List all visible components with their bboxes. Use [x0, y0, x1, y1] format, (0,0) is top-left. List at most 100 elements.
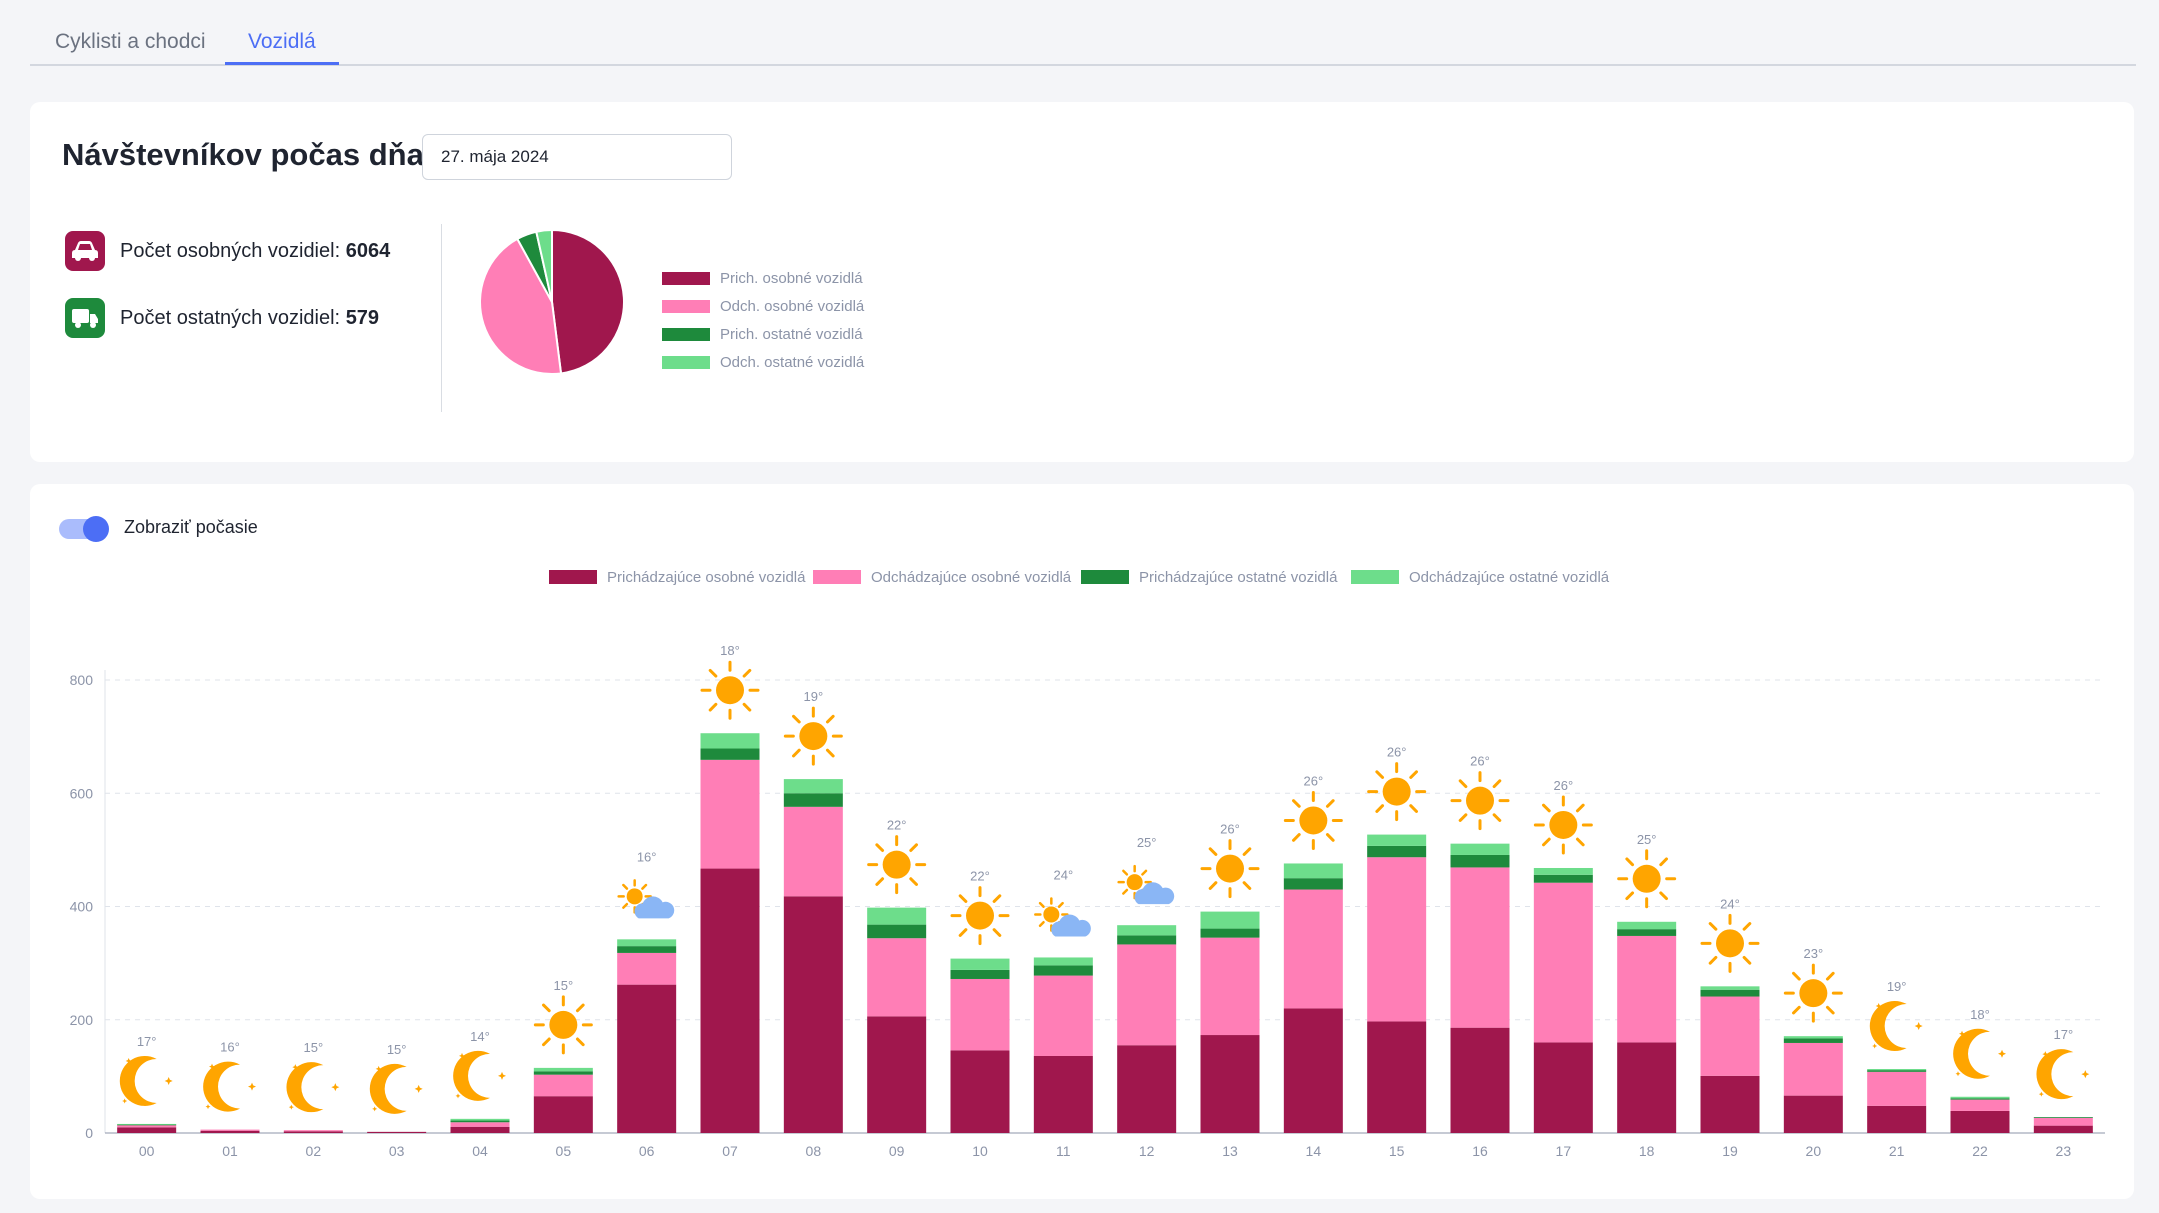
- bar-segment[interactable]: [1533, 882, 1593, 1043]
- bar-segment[interactable]: [1283, 878, 1343, 890]
- bar-segment[interactable]: [1950, 1098, 2010, 1100]
- bar-segment[interactable]: [1700, 1075, 1760, 1133]
- bar-segment[interactable]: [1617, 1042, 1677, 1133]
- bar-segment[interactable]: [1617, 921, 1677, 930]
- bar-segment[interactable]: [783, 806, 843, 897]
- bar-segment[interactable]: [533, 1074, 593, 1097]
- bar-segment[interactable]: [1033, 975, 1093, 1056]
- legend-swatch[interactable]: [1081, 570, 1129, 584]
- bar-segment[interactable]: [450, 1126, 510, 1133]
- bar-segment[interactable]: [1783, 1042, 1843, 1096]
- bar-segment[interactable]: [1617, 929, 1677, 936]
- bar-segment[interactable]: [1617, 935, 1677, 1043]
- bar-segment[interactable]: [1950, 1099, 2010, 1111]
- bar-segment[interactable]: [867, 938, 927, 1017]
- bar-segment[interactable]: [200, 1130, 260, 1133]
- toggle-knob[interactable]: [83, 516, 109, 542]
- bar-segment[interactable]: [1200, 937, 1260, 1036]
- bar-segment[interactable]: [1283, 863, 1343, 879]
- bar-segment[interactable]: [783, 779, 843, 794]
- bar-segment[interactable]: [283, 1131, 343, 1133]
- bar-segment[interactable]: [1367, 1021, 1427, 1133]
- bar-segment[interactable]: [700, 868, 760, 1133]
- bar-segment[interactable]: [1700, 996, 1760, 1076]
- pie-legend-item[interactable]: Odch. osobné vozidlá: [662, 292, 864, 320]
- bar-segment[interactable]: [1200, 911, 1260, 929]
- bar-segment[interactable]: [783, 793, 843, 807]
- bar-segment[interactable]: [1283, 1008, 1343, 1133]
- bar-segment[interactable]: [700, 748, 760, 760]
- legend-label[interactable]: Odchádzajúce ostatné vozidlá: [1409, 569, 1610, 586]
- bar-segment[interactable]: [783, 896, 843, 1133]
- bar-segment[interactable]: [1033, 965, 1093, 976]
- bar-segment[interactable]: [367, 1131, 427, 1133]
- bar-segment[interactable]: [1450, 843, 1510, 855]
- bar-segment[interactable]: [450, 1122, 510, 1127]
- bar-segment[interactable]: [1200, 1035, 1260, 1133]
- bar-segment[interactable]: [1117, 1045, 1177, 1133]
- date-input[interactable]: [422, 134, 732, 180]
- bar-segment[interactable]: [1367, 834, 1427, 846]
- bar-segment[interactable]: [1533, 874, 1593, 883]
- bar-segment[interactable]: [700, 759, 760, 869]
- bar-segment[interactable]: [867, 1016, 927, 1133]
- bar-segment[interactable]: [1867, 1105, 1927, 1133]
- bar-segment[interactable]: [617, 984, 677, 1133]
- bar-segment[interactable]: [533, 1071, 593, 1075]
- bar-segment[interactable]: [950, 958, 1010, 970]
- pie-slice[interactable]: [535, 228, 553, 303]
- bar-segment[interactable]: [450, 1118, 510, 1121]
- bar-segment[interactable]: [1867, 1070, 1927, 1072]
- bar-segment[interactable]: [2033, 1117, 2093, 1126]
- pie-legend-item[interactable]: Prich. ostatné vozidlá: [662, 320, 864, 348]
- pie-legend-item[interactable]: Prich. osobné vozidlá: [662, 264, 864, 292]
- pie-slice[interactable]: [551, 228, 625, 375]
- pie-slice[interactable]: [479, 237, 563, 375]
- legend-swatch[interactable]: [1351, 570, 1399, 584]
- legend-label[interactable]: Odchádzajúce osobné vozidlá: [871, 569, 1072, 586]
- bar-segment[interactable]: [1367, 857, 1427, 1022]
- bar-segment[interactable]: [1533, 1042, 1593, 1133]
- pie-legend-item[interactable]: Odch. ostatné vozidlá: [662, 348, 864, 376]
- bar-segment[interactable]: [867, 924, 927, 939]
- bar-segment[interactable]: [617, 939, 677, 947]
- bar-segment[interactable]: [533, 1067, 593, 1072]
- legend-label[interactable]: Prichádzajúce osobné vozidlá: [607, 569, 806, 586]
- bar-segment[interactable]: [533, 1096, 593, 1133]
- bar-segment[interactable]: [1450, 1027, 1510, 1133]
- bar-segment[interactable]: [1950, 1096, 2010, 1099]
- bar-segment[interactable]: [1867, 1071, 1927, 1106]
- tab-vozidla[interactable]: Vozidlá: [225, 22, 339, 65]
- bar-segment[interactable]: [950, 969, 1010, 979]
- bar-segment[interactable]: [1117, 925, 1177, 936]
- bar-segment[interactable]: [1783, 1095, 1843, 1133]
- bar-segment[interactable]: [117, 1123, 177, 1125]
- tab-cyklisti[interactable]: Cyklisti a chodci: [55, 30, 206, 53]
- bar-segment[interactable]: [1033, 957, 1093, 966]
- bar-segment[interactable]: [1117, 944, 1177, 1046]
- bar-segment[interactable]: [1283, 889, 1343, 1009]
- legend-swatch[interactable]: [549, 570, 597, 584]
- bar-segment[interactable]: [1783, 1036, 1843, 1039]
- bar-segment[interactable]: [1533, 867, 1593, 875]
- bar-segment[interactable]: [1700, 986, 1760, 990]
- bar-segment[interactable]: [1200, 928, 1260, 938]
- bar-segment[interactable]: [1700, 989, 1760, 997]
- bar-segment[interactable]: [1450, 854, 1510, 868]
- bar-segment[interactable]: [950, 1050, 1010, 1133]
- bar-segment[interactable]: [200, 1129, 260, 1131]
- bar-segment[interactable]: [950, 978, 1010, 1051]
- bar-segment[interactable]: [283, 1130, 343, 1132]
- legend-label[interactable]: Prichádzajúce ostatné vozidlá: [1139, 569, 1338, 586]
- bar-segment[interactable]: [1450, 867, 1510, 1028]
- weather-toggle[interactable]: [59, 516, 109, 542]
- bar-segment[interactable]: [617, 946, 677, 953]
- bar-segment[interactable]: [1117, 935, 1177, 945]
- bar-segment[interactable]: [617, 952, 677, 985]
- bar-segment[interactable]: [450, 1120, 510, 1123]
- bar-segment[interactable]: [1783, 1038, 1843, 1043]
- bar-segment[interactable]: [700, 733, 760, 749]
- bar-segment[interactable]: [2033, 1125, 2093, 1133]
- bar-segment[interactable]: [1867, 1069, 1927, 1071]
- bar-segment[interactable]: [117, 1125, 177, 1128]
